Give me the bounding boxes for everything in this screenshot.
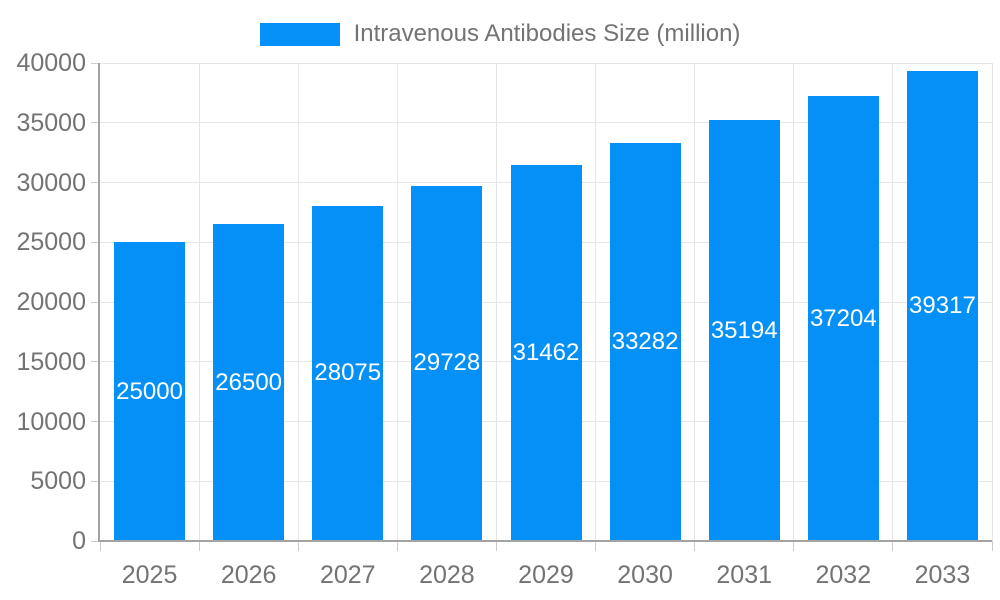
x-gridline [793,63,795,541]
y-axis-label: 0 [72,527,86,555]
bar [906,71,978,541]
bar-value-label: 39317 [909,292,976,320]
bar [411,185,483,541]
bar [312,205,384,541]
x-axis-label: 2032 [815,561,872,589]
y-axis-tick [91,361,100,363]
bar-value-label: 25000 [116,377,183,405]
x-axis-tick [991,541,993,551]
x-axis-tick [99,541,101,551]
y-axis-tick [91,182,100,183]
y-axis-tick [91,540,100,542]
x-axis-tick [793,541,795,551]
x-gridline [495,63,497,541]
y-axis-label: 25000 [16,228,86,257]
x-axis-tick [892,541,894,551]
bar [708,120,780,541]
bar-value-label: 33282 [611,328,679,356]
y-axis-tick [91,301,100,303]
y-axis-tick [91,421,100,422]
bar-value-label: 28075 [314,359,382,387]
y-axis-label: 30000 [16,168,86,197]
bar [510,165,582,541]
y-gridline [100,122,992,124]
x-axis-tick [694,541,696,551]
bar-value-label: 35194 [710,316,778,344]
bar-value-label: 26500 [215,368,283,396]
y-axis-label: 15000 [16,347,86,376]
y-axis-tick [91,241,100,243]
x-gridline [595,63,597,541]
legend-swatch[interactable] [259,22,340,46]
y-axis-tick [91,62,100,64]
y-axis-line [98,63,100,542]
bar [807,96,879,541]
x-gridline [198,63,200,541]
x-axis-label: 2030 [617,561,673,589]
x-axis-label: 2031 [716,561,773,589]
bar [213,224,285,541]
x-gridline [991,63,993,541]
y-axis-tick [91,480,100,482]
x-axis-label: 2027 [319,561,376,589]
x-gridline [694,63,696,541]
x-gridline [297,63,299,541]
x-axis-label: 2029 [518,561,574,589]
y-axis-tick [91,122,100,124]
x-axis-line [98,540,992,542]
y-axis-label: 5000 [30,467,86,496]
x-axis-tick [198,541,200,551]
bar-value-label: 37204 [809,304,877,332]
bar-value-label: 29728 [413,349,481,377]
x-axis-label: 2026 [220,561,277,589]
x-axis-label: 2025 [121,561,178,589]
legend[interactable]: Intravenous Antibodies Size (million) [0,20,1000,48]
bar-value-label: 31462 [512,339,580,366]
y-axis-label: 20000 [16,288,86,316]
x-axis-tick [495,541,497,551]
x-gridline [892,63,894,541]
legend-label: Intravenous Antibodies Size (million) [353,20,741,47]
x-gridline [396,63,398,541]
y-axis-label: 40000 [16,49,86,77]
bar [609,143,681,541]
x-axis-tick [297,541,299,551]
y-axis-label: 35000 [16,108,86,137]
y-gridline [100,62,992,64]
x-axis-label: 2033 [914,561,971,589]
x-axis-label: 2028 [419,561,475,589]
bar [114,242,186,541]
x-axis-tick [396,541,398,551]
y-axis-label: 10000 [16,407,86,436]
x-axis-tick [595,541,597,551]
